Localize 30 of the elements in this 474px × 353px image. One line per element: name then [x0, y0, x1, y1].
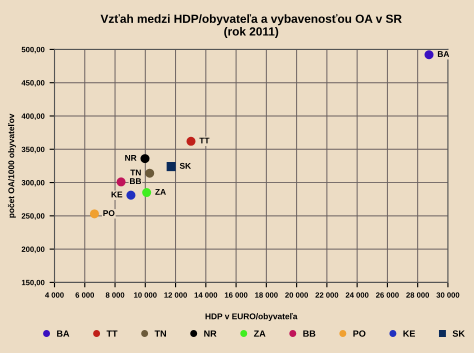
legend-label: PO [353, 330, 366, 337]
text: PO [103, 210, 114, 216]
text: TT [199, 138, 210, 144]
legend-label: TT [106, 330, 118, 337]
point [145, 168, 154, 178]
text: ZA [155, 188, 166, 195]
point [126, 190, 136, 200]
legend-label: NR [204, 330, 216, 337]
point [166, 162, 176, 172]
text: BA [438, 51, 450, 57]
text: TN [130, 170, 141, 176]
chart-title: Vzťah medzi HDP/obyvateľa a vybavenosťou OA v SR (rok 2011) [100, 14, 402, 38]
text: NR [125, 155, 136, 161]
y-axis-title: počet OA/1000 obyvateľov [8, 114, 16, 218]
text: KE [112, 192, 122, 198]
point [186, 136, 196, 146]
point [140, 154, 150, 164]
point [424, 50, 434, 60]
x-axis-title: HDP v EURO/obyvateľa [206, 313, 298, 321]
legend-label: BB [303, 330, 316, 337]
text: BB [130, 178, 142, 184]
point [90, 209, 99, 218]
text: SK [180, 162, 192, 169]
legend-label: TN [154, 330, 166, 337]
point [116, 177, 126, 186]
legend-label: ZA [254, 330, 266, 337]
legend-label: KE [403, 330, 416, 337]
point [142, 188, 152, 198]
legend-label: SK [452, 330, 465, 337]
legend-label: BA [57, 330, 70, 337]
